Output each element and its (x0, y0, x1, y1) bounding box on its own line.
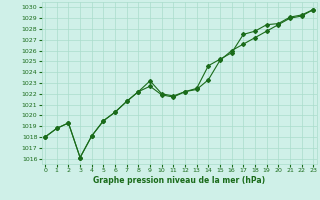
X-axis label: Graphe pression niveau de la mer (hPa): Graphe pression niveau de la mer (hPa) (93, 176, 265, 185)
